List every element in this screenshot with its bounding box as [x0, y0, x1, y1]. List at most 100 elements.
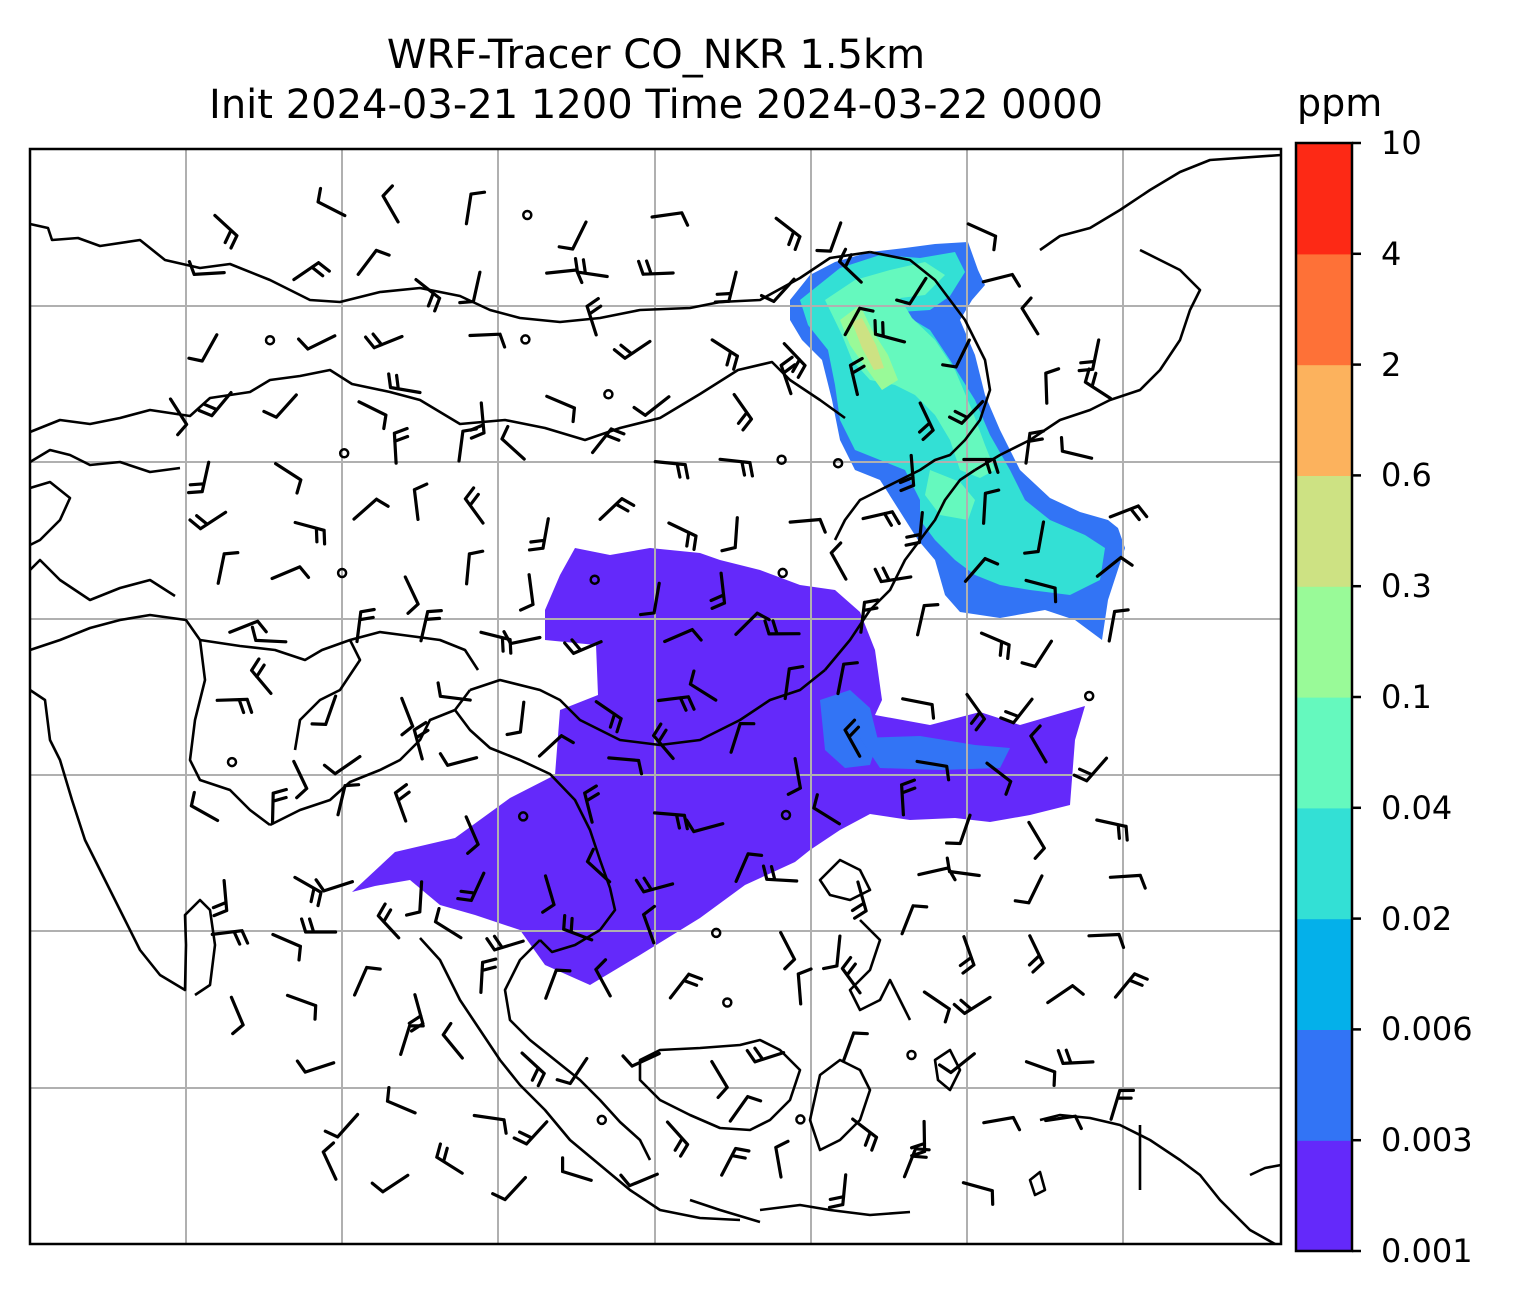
wind-barb-106 [663, 628, 703, 644]
calm-wind-marker-90 [589, 574, 600, 585]
wind-barb-118 [436, 681, 472, 702]
wind-barb-133 [438, 752, 479, 767]
wind-barb-127 [999, 697, 1034, 725]
wind-barb-70 [293, 520, 327, 546]
colorbar-swatch-9 [1296, 143, 1352, 255]
wind-barb-76 [667, 521, 698, 551]
map-frame [28, 147, 1283, 1246]
wind-barb-186 [958, 935, 976, 975]
wind-barb-202 [1046, 984, 1085, 1005]
wind-barb-212 [841, 1031, 869, 1063]
wind-barb-101 [355, 607, 376, 644]
wind-barb-154 [812, 793, 841, 826]
wind-barb-114 [215, 697, 254, 715]
wind-barb-159 [211, 879, 229, 918]
wind-barb-210 [710, 1060, 729, 1099]
calm-wind-marker-86 [336, 567, 348, 579]
wind-barb-132 [412, 721, 430, 761]
wind-barb-152 [685, 818, 725, 834]
wind-barb-98 [1095, 555, 1134, 578]
coast-segment-1 [29, 360, 846, 442]
wind-barb-148 [464, 815, 480, 855]
wind-barb-123 [783, 665, 805, 701]
wind-barb-5 [557, 220, 588, 251]
colorbar-tick-label-2: 0.006 [1381, 1010, 1473, 1049]
wind-barb-187 [1027, 934, 1045, 974]
coast-segment-12 [824, 468, 976, 671]
coast-segment-11 [469, 668, 826, 747]
calm-wind-marker-128 [1083, 690, 1095, 702]
wind-barb-236 [720, 1146, 751, 1177]
wind-barb-71 [352, 497, 390, 521]
wind-barb-0 [213, 213, 239, 250]
wind-barb-110 [916, 603, 940, 637]
wind-barb-39 [197, 391, 233, 418]
wind-barb-203 [1113, 972, 1149, 999]
wind-barb-58 [457, 427, 478, 463]
wind-barb-42 [387, 372, 422, 395]
wind-barb-196 [668, 972, 704, 1000]
wind-barb-222 [665, 1120, 690, 1158]
wind-barb-185 [900, 904, 929, 936]
wind-barb-65 [898, 453, 916, 493]
calm-wind-marker-149 [517, 811, 529, 822]
wind-barb-61 [653, 460, 690, 480]
wind-barb-88 [465, 549, 485, 586]
wind-barb-163 [456, 871, 486, 902]
wind-barb-52 [1044, 367, 1061, 405]
wind-barb-169 [850, 880, 868, 920]
coastlines [29, 153, 1282, 1246]
wind-barb-199 [840, 956, 862, 995]
wind-barb-190 [285, 993, 318, 1021]
wind-barb-32 [782, 342, 807, 379]
coast-segment-7 [188, 639, 271, 827]
wind-barb-143 [1072, 756, 1109, 783]
coast-segment-25 [759, 1203, 911, 1217]
wind-barb-60 [591, 427, 626, 455]
wind-barb-145 [270, 787, 288, 825]
wind-barb-97 [1024, 578, 1058, 604]
calm-wind-marker-224 [795, 1114, 806, 1125]
coast-segment-23 [1039, 1113, 1276, 1246]
wind-barb-235 [619, 1172, 659, 1188]
wind-barb-82 [1023, 520, 1046, 555]
wind-barb-160 [293, 875, 323, 908]
coast-segment-17 [419, 937, 741, 1222]
wind-barb-54 [187, 460, 211, 495]
wind-barb-229 [1109, 1088, 1135, 1121]
wind-barb-217 [323, 1112, 360, 1139]
wind-barb-62 [718, 457, 754, 478]
wind-barb-232 [435, 1142, 464, 1175]
wind-barb-74 [527, 517, 550, 552]
colorbar-tick-label-1: 0.003 [1381, 1121, 1473, 1160]
wind-barb-34 [873, 319, 907, 344]
wind-barb-198 [796, 967, 813, 1006]
wind-barb-178 [433, 907, 463, 940]
tracer-plume [352, 242, 1125, 985]
wind-barb-85 [270, 565, 311, 581]
wind-barb-219 [472, 1113, 508, 1135]
coast-segment-18 [638, 1038, 802, 1132]
wind-barb-108 [763, 619, 801, 636]
coast-segment-16 [503, 939, 652, 1161]
wind-barb-209 [621, 1051, 661, 1068]
coast-segment-3 [29, 480, 72, 547]
wind-barb-78 [788, 517, 827, 534]
coast-segment-6 [29, 613, 480, 671]
wind-barb-195 [594, 958, 612, 998]
coast-segment-22 [933, 1048, 962, 1092]
colorbar-tick-label-5: 0.1 [1381, 678, 1432, 716]
wind-barb-144 [189, 790, 220, 823]
wind-barb-49 [848, 356, 866, 397]
wind-barb-7 [774, 216, 802, 251]
coast-segment-21 [818, 858, 872, 902]
colorbar-swatch-3 [1296, 807, 1352, 920]
coast-segment-19 [808, 1058, 872, 1152]
wind-barb-176 [300, 917, 338, 934]
wind-barb-155 [900, 778, 917, 817]
wind-barb-188 [1087, 932, 1126, 949]
wind-barb-12 [356, 248, 391, 276]
wind-barb-96 [963, 557, 1000, 583]
wind-barb-136 [652, 722, 675, 760]
